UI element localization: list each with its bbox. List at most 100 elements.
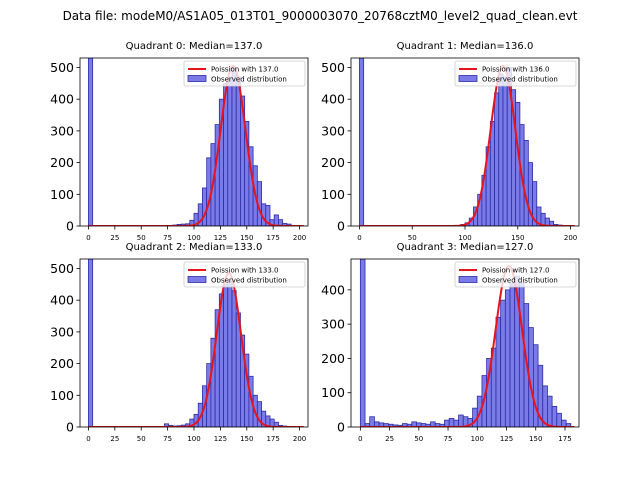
y-tick-label: 300 [321,123,345,138]
x-tick-label: 50 [137,234,146,242]
legend-box [454,60,577,87]
x-tick-label: 150 [240,234,253,242]
x-tick-label: 0 [86,234,90,242]
x-tick-label: 125 [500,435,513,443]
y-tick-label: 0 [66,420,74,435]
y-tick-label: 500 [321,60,345,75]
histogram-bar [489,120,495,226]
histogram-bar [359,58,365,226]
legend-curve-label: Poission with 133.0 [211,267,279,275]
histogram-bar [495,316,502,427]
x-tick-label: 50 [414,435,423,443]
histogram-bar [202,187,208,226]
x-tick-label: 200 [564,234,577,242]
histogram-bar [556,412,562,427]
x-tick-label: 75 [163,234,172,242]
x-tick-label: 0 [358,435,362,443]
x-tick-label: 200 [293,234,306,242]
poisson-curve [88,272,304,427]
legend-curve-label: Poission with 136.0 [482,66,550,74]
x-tick-label: 175 [266,234,279,242]
histogram-bar [523,140,529,226]
histogram-bar [227,280,233,427]
legend-bar-label: Observed distribution [482,277,558,285]
histogram-bar [359,259,366,427]
subplot-quadrant-3: 0 25 50 75 100 125 150 175 0 100 200 300 400 Quadrant… [321,242,580,443]
y-tick-label: 100 [321,187,345,202]
y-tick-label: 400 [50,293,74,308]
histogram-bar [223,283,229,427]
y-tick-label: 300 [321,317,345,332]
y-tick-label: 400 [50,92,74,107]
poisson-curve [359,64,575,226]
x-tick-label: 175 [558,435,571,443]
poisson-curve [88,64,304,226]
x-tick-label: 200 [293,435,306,443]
x-tick-label: 100 [458,234,471,242]
y-tick-label: 500 [50,60,74,75]
y-tick-label: 200 [50,356,74,371]
histogram-bar [88,58,94,226]
histogram-bar [504,289,511,427]
legend-box [183,261,306,288]
y-tick-label: 300 [50,123,74,138]
x-tick-label: 150 [511,234,524,242]
legend-bar-label: Observed distribution [211,277,287,285]
histogram-bar [206,157,212,226]
histogram-bar [494,92,500,226]
histogram-bar [500,299,506,427]
y-tick-label: 0 [337,420,345,435]
histogram-bar [444,419,450,427]
x-tick-label: 150 [240,435,253,443]
y-tick-label: 100 [50,187,74,202]
histogram-bar [235,76,241,226]
x-tick-label: 100 [471,435,484,443]
y-tick-label: 200 [321,155,345,170]
x-tick-label: 100 [187,435,200,443]
x-tick-label: 0 [357,234,361,242]
x-tick-label: 75 [163,435,172,443]
histogram-bar [88,259,94,427]
legend: Poission with 136.0 Observed distribution [454,60,577,87]
histogram-bar [565,423,572,427]
figure-suptitle: Data file: modeM0/AS1A05_013T01_90000030… [63,9,578,23]
histogram-bar [498,73,504,226]
histogram-bar [533,344,539,427]
y-tick-label: 500 [50,261,74,276]
axes-frame [350,258,580,428]
subplot-quadrant-0: 0 25 50 75 100 125 150 175 200 0 100 200 300 400 500 Qu… [50,41,309,242]
legend-bar-swatch [458,75,478,82]
x-tick-label: 50 [137,435,146,443]
x-tick-label: 25 [110,234,119,242]
y-tick-label: 400 [321,282,345,297]
legend-bar-swatch [458,276,478,283]
legend-bar-label: Observed distribution [482,76,558,84]
legend-bar-label: Observed distribution [211,76,287,84]
subplot-title: Quadrant 1: Median=136.0 [397,41,534,52]
y-tick-label: 200 [321,351,345,366]
subplot-title: Quadrant 3: Median=127.0 [397,242,534,253]
legend: Poission with 133.0 Observed distribution [183,261,306,288]
x-tick-label: 25 [385,435,394,443]
legend: Poission with 127.0 Observed distribution [454,261,577,288]
legend-bar-swatch [187,276,207,283]
histogram-bar [502,76,508,226]
legend-box [183,60,306,87]
histogram-bar [518,282,525,427]
subplot-title: Quadrant 2: Median=133.0 [126,242,263,253]
histogram-bar [448,418,455,427]
x-tick-label: 150 [529,435,542,443]
x-tick-label: 0 [86,435,90,443]
histogram-bar [369,416,375,427]
x-tick-label: 125 [214,435,227,443]
histogram-bar [231,290,237,427]
x-tick-label: 25 [110,435,119,443]
y-tick-label: 0 [337,219,345,234]
x-tick-label: 75 [444,435,453,443]
legend: Poission with 137.0 Observed distribution [183,60,306,87]
subplot-title: Quadrant 0: Median=137.0 [126,41,263,52]
histogram-bar [458,414,464,427]
y-tick-label: 0 [66,219,74,234]
y-tick-label: 200 [50,155,74,170]
